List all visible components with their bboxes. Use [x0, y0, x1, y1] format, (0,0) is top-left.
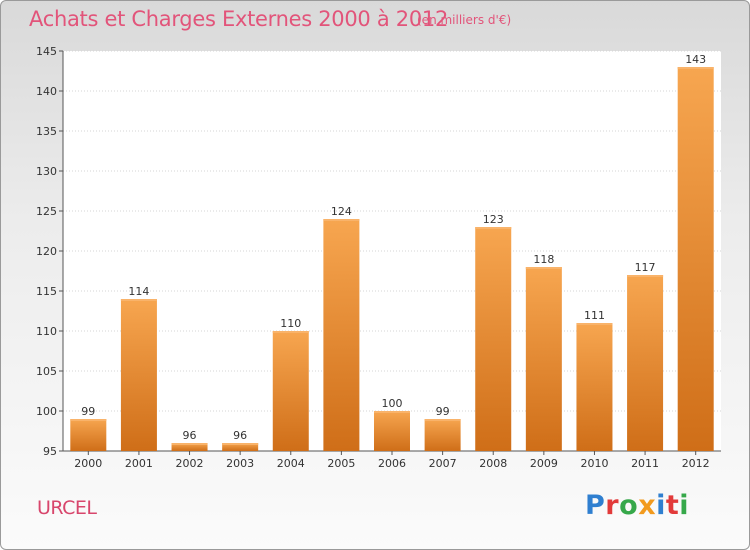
- x-tick-label: 2006: [378, 457, 406, 470]
- bar-top-highlight: [323, 219, 360, 221]
- chart-title: Achats et Charges Externes 2000 à 2012: [29, 7, 449, 31]
- logo-letter: x: [638, 490, 657, 521]
- y-tick-label: 130: [36, 165, 57, 178]
- bar-2000: [70, 419, 107, 451]
- data-label: 117: [635, 261, 656, 274]
- bar-2001: [120, 299, 157, 451]
- bar-top-highlight: [525, 267, 562, 269]
- data-label: 100: [382, 397, 403, 410]
- x-tick-label: 2004: [277, 457, 305, 470]
- y-tick-label: 120: [36, 245, 57, 258]
- bar-2006: [374, 411, 410, 451]
- bar-2012: [677, 67, 714, 451]
- bar-2007: [424, 419, 461, 451]
- y-tick-label: 125: [36, 205, 57, 218]
- y-tick-label: 110: [36, 325, 57, 338]
- city-name: URCEL: [37, 497, 97, 519]
- bar-top-highlight: [272, 331, 309, 333]
- x-tick-label: 2001: [125, 457, 153, 470]
- data-label: 96: [233, 429, 247, 442]
- x-tick-label: 2011: [631, 457, 659, 470]
- bar-2005: [323, 219, 360, 451]
- bar-2003: [222, 443, 259, 451]
- logo-letter: i: [679, 490, 690, 521]
- bar-2008: [475, 227, 512, 451]
- x-tick-label: 2008: [479, 457, 507, 470]
- bar-2010: [576, 323, 613, 451]
- x-tick-label: 2009: [530, 457, 558, 470]
- bar-top-highlight: [374, 411, 410, 413]
- x-tick-label: 2010: [580, 457, 608, 470]
- data-label: 99: [436, 405, 450, 418]
- y-tick-label: 100: [36, 405, 57, 418]
- bar-2004: [272, 331, 309, 451]
- data-label: 123: [483, 213, 504, 226]
- x-tick-label: 2012: [682, 457, 710, 470]
- logo-letter: P: [585, 490, 606, 521]
- bar-2011: [627, 275, 664, 451]
- data-label: 96: [183, 429, 197, 442]
- data-label: 143: [685, 53, 706, 66]
- chart-subtitle: (en milliers d'€): [417, 13, 512, 27]
- bar-top-highlight: [171, 443, 208, 445]
- logo-letter: t: [665, 490, 680, 521]
- x-tick-label: 2007: [429, 457, 457, 470]
- y-tick-label: 145: [36, 45, 57, 58]
- bar-top-highlight: [475, 227, 512, 229]
- plot-area: [63, 51, 721, 451]
- y-tick-label: 95: [43, 445, 57, 458]
- bar-2002: [171, 443, 208, 451]
- data-label: 99: [81, 405, 95, 418]
- y-tick-label: 105: [36, 365, 57, 378]
- data-label: 110: [280, 317, 301, 330]
- bar-top-highlight: [222, 443, 259, 445]
- x-tick-label: 2003: [226, 457, 254, 470]
- y-tick-label: 115: [36, 285, 57, 298]
- x-tick-label: 2000: [74, 457, 102, 470]
- bar-top-highlight: [424, 419, 461, 421]
- bar-2009: [525, 267, 562, 451]
- data-label: 111: [584, 309, 605, 322]
- bar-top-highlight: [70, 419, 107, 421]
- logo-letter: r: [605, 490, 620, 521]
- bar-top-highlight: [677, 67, 714, 69]
- data-label: 124: [331, 205, 352, 218]
- data-label: 114: [128, 285, 149, 298]
- bar-top-highlight: [120, 299, 157, 301]
- proxiti-logo[interactable]: Proxiti: [585, 490, 689, 521]
- bar-top-highlight: [627, 275, 664, 277]
- x-tick-label: 2002: [176, 457, 204, 470]
- data-label: 118: [533, 253, 554, 266]
- bar-top-highlight: [576, 323, 613, 325]
- logo-letter: o: [619, 490, 639, 521]
- y-tick-label: 135: [36, 125, 57, 138]
- y-tick-label: 140: [36, 85, 57, 98]
- x-tick-label: 2005: [327, 457, 355, 470]
- logo-letter: i: [656, 490, 666, 521]
